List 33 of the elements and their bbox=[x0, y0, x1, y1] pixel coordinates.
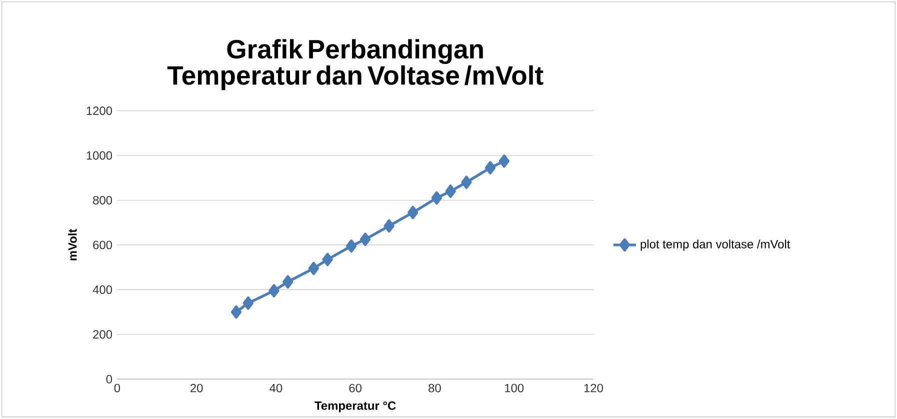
y-tick-label: 0 bbox=[106, 374, 112, 384]
point bbox=[431, 191, 442, 205]
point bbox=[445, 184, 456, 198]
y-tick-label: 400 bbox=[92, 286, 112, 294]
point bbox=[282, 275, 294, 289]
y-tick-label: 200 bbox=[93, 330, 112, 339]
x-tick-label: 60 bbox=[349, 384, 362, 392]
chart-title: Grafik Perbandingan Temperatur dan Voltase /mVolt bbox=[167, 39, 544, 90]
point bbox=[498, 154, 510, 168]
x-tick-label: 80 bbox=[428, 384, 441, 392]
x-tick-label: 20 bbox=[190, 384, 203, 392]
point bbox=[484, 161, 496, 175]
point bbox=[384, 219, 394, 233]
point bbox=[346, 240, 357, 253]
point bbox=[461, 176, 472, 190]
point bbox=[322, 252, 333, 266]
x-tick-label: 0 bbox=[114, 384, 120, 392]
y-tick-label: 1200 bbox=[86, 106, 112, 116]
point bbox=[242, 296, 254, 310]
point bbox=[268, 284, 280, 298]
y-axis-title: mVolt bbox=[68, 229, 77, 260]
x-tick-label: 100 bbox=[505, 384, 524, 392]
x-tick-label: 40 bbox=[270, 384, 282, 392]
y-tick-label: 600 bbox=[93, 240, 112, 250]
point bbox=[308, 262, 319, 276]
y-tick-label: 1000 bbox=[86, 151, 112, 160]
legend-label: plot temp dan voltase /mVolt bbox=[640, 240, 790, 251]
x-tick-label: 120 bbox=[584, 384, 603, 392]
y-tick-label: 800 bbox=[93, 196, 112, 205]
point bbox=[360, 232, 371, 246]
point bbox=[408, 206, 418, 220]
point bbox=[230, 305, 242, 319]
x-axis-title: Temperatur °C bbox=[314, 401, 396, 412]
